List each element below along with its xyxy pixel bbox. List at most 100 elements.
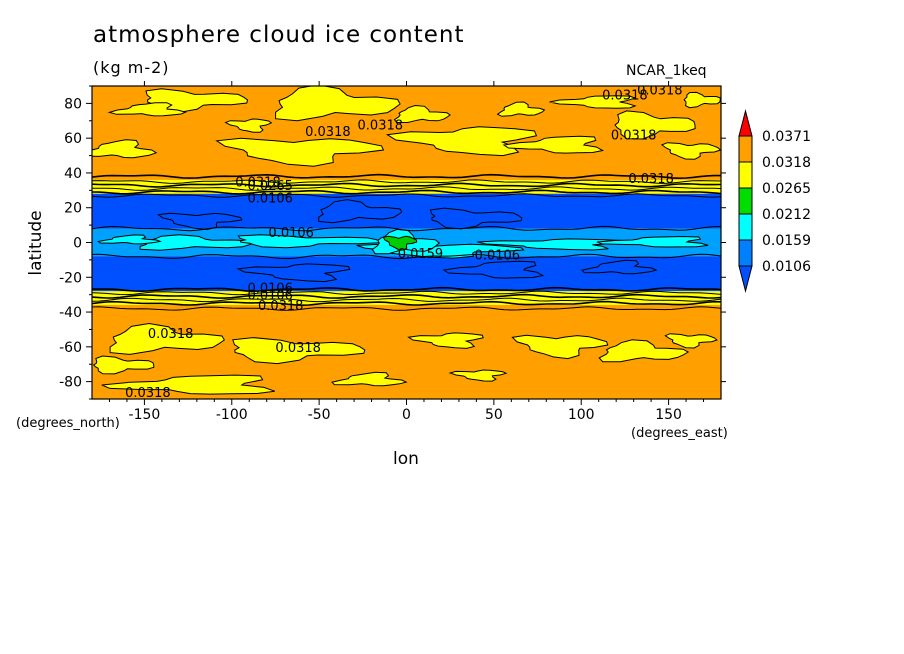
- colorbar-max-arrow: [738, 109, 753, 137]
- contour-label: 0.0318: [637, 83, 683, 98]
- contour-label: 0.0318: [628, 172, 674, 187]
- contour-label: 0.0318: [148, 327, 194, 342]
- ice-patch-equator: [596, 235, 709, 248]
- contour-label: 0.0318: [235, 176, 281, 191]
- contour-label: 0.0106: [475, 249, 521, 264]
- contour-line-north: [92, 186, 721, 191]
- contour-line-south: [92, 293, 721, 299]
- contour-label: 0.0318: [125, 386, 171, 401]
- contour-label: 0.0318: [305, 125, 351, 140]
- contour-loop: [157, 212, 243, 231]
- ice-patch-south: [101, 374, 275, 395]
- contour-patches: [92, 86, 721, 395]
- colorbar-label: 0.0265: [762, 181, 811, 197]
- y-tick-label: 60: [64, 131, 82, 147]
- y-tick-label: 20: [64, 201, 82, 217]
- contour-line-south: [92, 297, 721, 303]
- colorbar-label: 0.0106: [762, 259, 811, 275]
- x-axis-title: lon: [393, 449, 419, 469]
- contour-label: 0.0318: [258, 299, 304, 314]
- ice-patch-south: [511, 334, 609, 360]
- y-tick-label: 40: [64, 166, 82, 182]
- contour-label: 0.0318: [611, 129, 657, 144]
- ice-patch-north: [496, 101, 546, 117]
- contour-loop: [429, 207, 523, 230]
- contour-line-north: [92, 189, 721, 195]
- ice-patch-north: [393, 104, 451, 123]
- ice-patch-south: [448, 369, 508, 382]
- contour-label: 0.0106: [247, 289, 293, 304]
- y-tick-label: 80: [64, 96, 82, 112]
- ice-patch-south: [407, 332, 484, 349]
- colorbar-segment: [738, 161, 753, 189]
- field-band: [92, 291, 721, 306]
- contour-label: 0.0318: [358, 118, 404, 133]
- dataset-label: NCAR_1keq: [626, 63, 707, 79]
- colorbar: 0.0371 0.0318 0.0265 0.0212 0.0159 0.0106: [738, 109, 811, 293]
- x-tick-label: 0: [402, 407, 411, 423]
- ice-patch-north: [107, 102, 188, 117]
- contour-label: 0.0318: [275, 341, 321, 356]
- ice-patch-north: [145, 88, 249, 113]
- contour-line-north: [92, 179, 721, 184]
- colorbar-segment: [738, 135, 753, 163]
- colorbar-segment: [738, 239, 753, 267]
- y-axis-unit: (degrees_north): [16, 416, 120, 431]
- chart-title: atmosphere cloud ice content: [93, 22, 465, 48]
- ice-patch-north: [683, 91, 721, 109]
- contour-loop: [236, 263, 351, 283]
- colorbar-segment: [738, 187, 753, 215]
- ice-patch-north: [614, 110, 696, 140]
- ice-patch-north: [385, 126, 538, 157]
- ice-patch-north: [275, 86, 401, 122]
- contour-label: 0.0265: [247, 179, 293, 194]
- colorbar-min-arrow: [738, 265, 753, 293]
- y-axis-title: latitude: [26, 210, 46, 275]
- ice-patch-north: [502, 135, 605, 154]
- contour-line-equator: [92, 225, 721, 232]
- ice-patch-south: [598, 339, 690, 363]
- chart-units: (kg m-2): [93, 58, 170, 77]
- x-tick-label: 150: [655, 407, 682, 423]
- contour-line-north: [92, 182, 721, 188]
- colorbar-label: 0.0371: [762, 129, 811, 145]
- colorbar-label: 0.0212: [762, 207, 811, 223]
- contour-line-north: [92, 193, 721, 198]
- y-axis: 80 60 40 20 0 -20 -40 -60 -80: [59, 85, 726, 400]
- contour-label: 0.0106: [247, 191, 293, 206]
- ice-patch-equator: [477, 238, 628, 251]
- contour-loop: [581, 259, 658, 275]
- x-axis-unit: (degrees_east): [631, 426, 728, 441]
- ice-patch-north: [224, 118, 273, 133]
- contour-label: 0.0106: [268, 226, 314, 241]
- contour-label: 0.0318: [602, 89, 648, 104]
- ice-patch-south: [232, 337, 366, 365]
- contour-line-south: [92, 286, 721, 293]
- colorbar-segment: [738, 213, 753, 241]
- ice-patch-north: [660, 142, 721, 160]
- contour-label: 0.0106: [247, 282, 293, 297]
- contour-line-north: [92, 173, 721, 180]
- contour-line-south: [92, 306, 721, 311]
- y-tick-label: -40: [59, 305, 82, 321]
- x-tick-label: -50: [308, 407, 331, 423]
- contour-line-south: [92, 290, 721, 296]
- colorbar-label: 0.0159: [762, 233, 811, 249]
- y-tick-label: 0: [73, 236, 82, 252]
- colorbar-label: 0.0318: [762, 155, 811, 171]
- ice-patch-south: [92, 355, 155, 375]
- contour-loop: [318, 199, 403, 224]
- ice-patch-north: [549, 95, 637, 109]
- ice-patch-south: [331, 371, 408, 387]
- y-tick-label: -60: [59, 340, 82, 356]
- contour-line-south: [92, 300, 721, 307]
- ice-core-inner: [382, 235, 418, 251]
- y-tick-label: -80: [59, 375, 82, 391]
- x-tick-label: 50: [485, 407, 503, 423]
- contour-loop: [442, 260, 545, 279]
- x-tick-label: 100: [568, 407, 595, 423]
- ice-patch-equator: [237, 234, 382, 249]
- y-tick-label: -20: [59, 270, 82, 286]
